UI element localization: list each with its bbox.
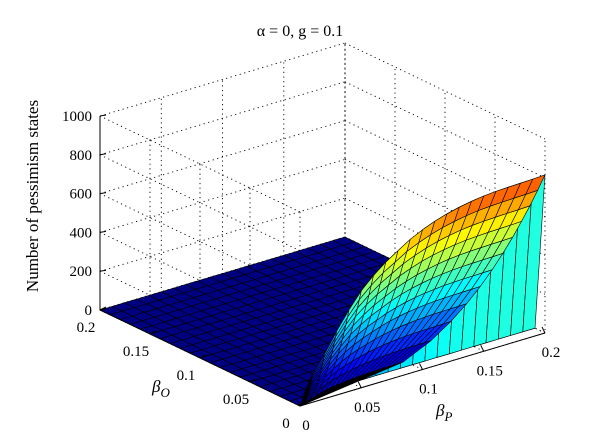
surface-mesh (99, 174, 546, 407)
x-tick (357, 381, 362, 388)
chart-title: α = 0, g = 0.1 (257, 23, 343, 40)
x-tick-label: 0.1 (419, 382, 438, 398)
y-tick-label: 0.15 (123, 344, 149, 360)
x-tick-label: 0 (302, 418, 310, 434)
x-tick-label: 0.05 (354, 400, 380, 416)
z-tick (99, 114, 107, 117)
z-tick-label: 400 (70, 225, 93, 241)
y-axis-symbol: β (151, 377, 161, 396)
grid-line (344, 42, 546, 140)
x-axis-label: βP (435, 401, 452, 424)
z-tick (99, 192, 107, 195)
y-tick (149, 330, 157, 335)
x-tick (541, 326, 546, 334)
z-axis-label: Number of pessimism states (23, 100, 42, 292)
z-tick (99, 269, 107, 272)
y-tick-label: 0.1 (177, 368, 196, 384)
x-tick-label: 0.2 (542, 345, 561, 361)
x-tick (480, 345, 485, 352)
z-tick-label: 1000 (62, 109, 92, 125)
y-axis-subscript: O (160, 385, 170, 400)
z-tick-label: 0 (85, 303, 93, 319)
grid-line (99, 197, 346, 272)
y-tick (199, 354, 207, 359)
z-tick-label: 600 (70, 187, 93, 203)
y-tick-label: 0.05 (223, 392, 249, 408)
surface-face (525, 174, 546, 195)
x-axis-symbol: β (435, 401, 445, 420)
z-tick (99, 308, 107, 311)
x-axis-subscript: P (443, 409, 452, 424)
grid-line (99, 158, 346, 233)
x-tick-label: 0.15 (477, 363, 503, 379)
z-tick (99, 230, 107, 233)
x-tick (296, 399, 301, 407)
grid-line (99, 120, 346, 195)
z-tick (99, 153, 107, 156)
z-tick-label: 800 (70, 148, 93, 164)
y-tick-label: 0 (282, 416, 290, 432)
grid-line (99, 42, 346, 117)
y-tick (299, 402, 307, 407)
axes: 00.050.10.150.200.050.10.150.20200400600… (62, 109, 560, 434)
y-tick-label: 0.2 (77, 320, 96, 336)
x-tick (419, 363, 423, 370)
z-tick-label: 200 (70, 264, 93, 280)
grid-line (344, 81, 546, 179)
y-axis-label: βO (151, 377, 170, 400)
y-tick (249, 378, 257, 383)
